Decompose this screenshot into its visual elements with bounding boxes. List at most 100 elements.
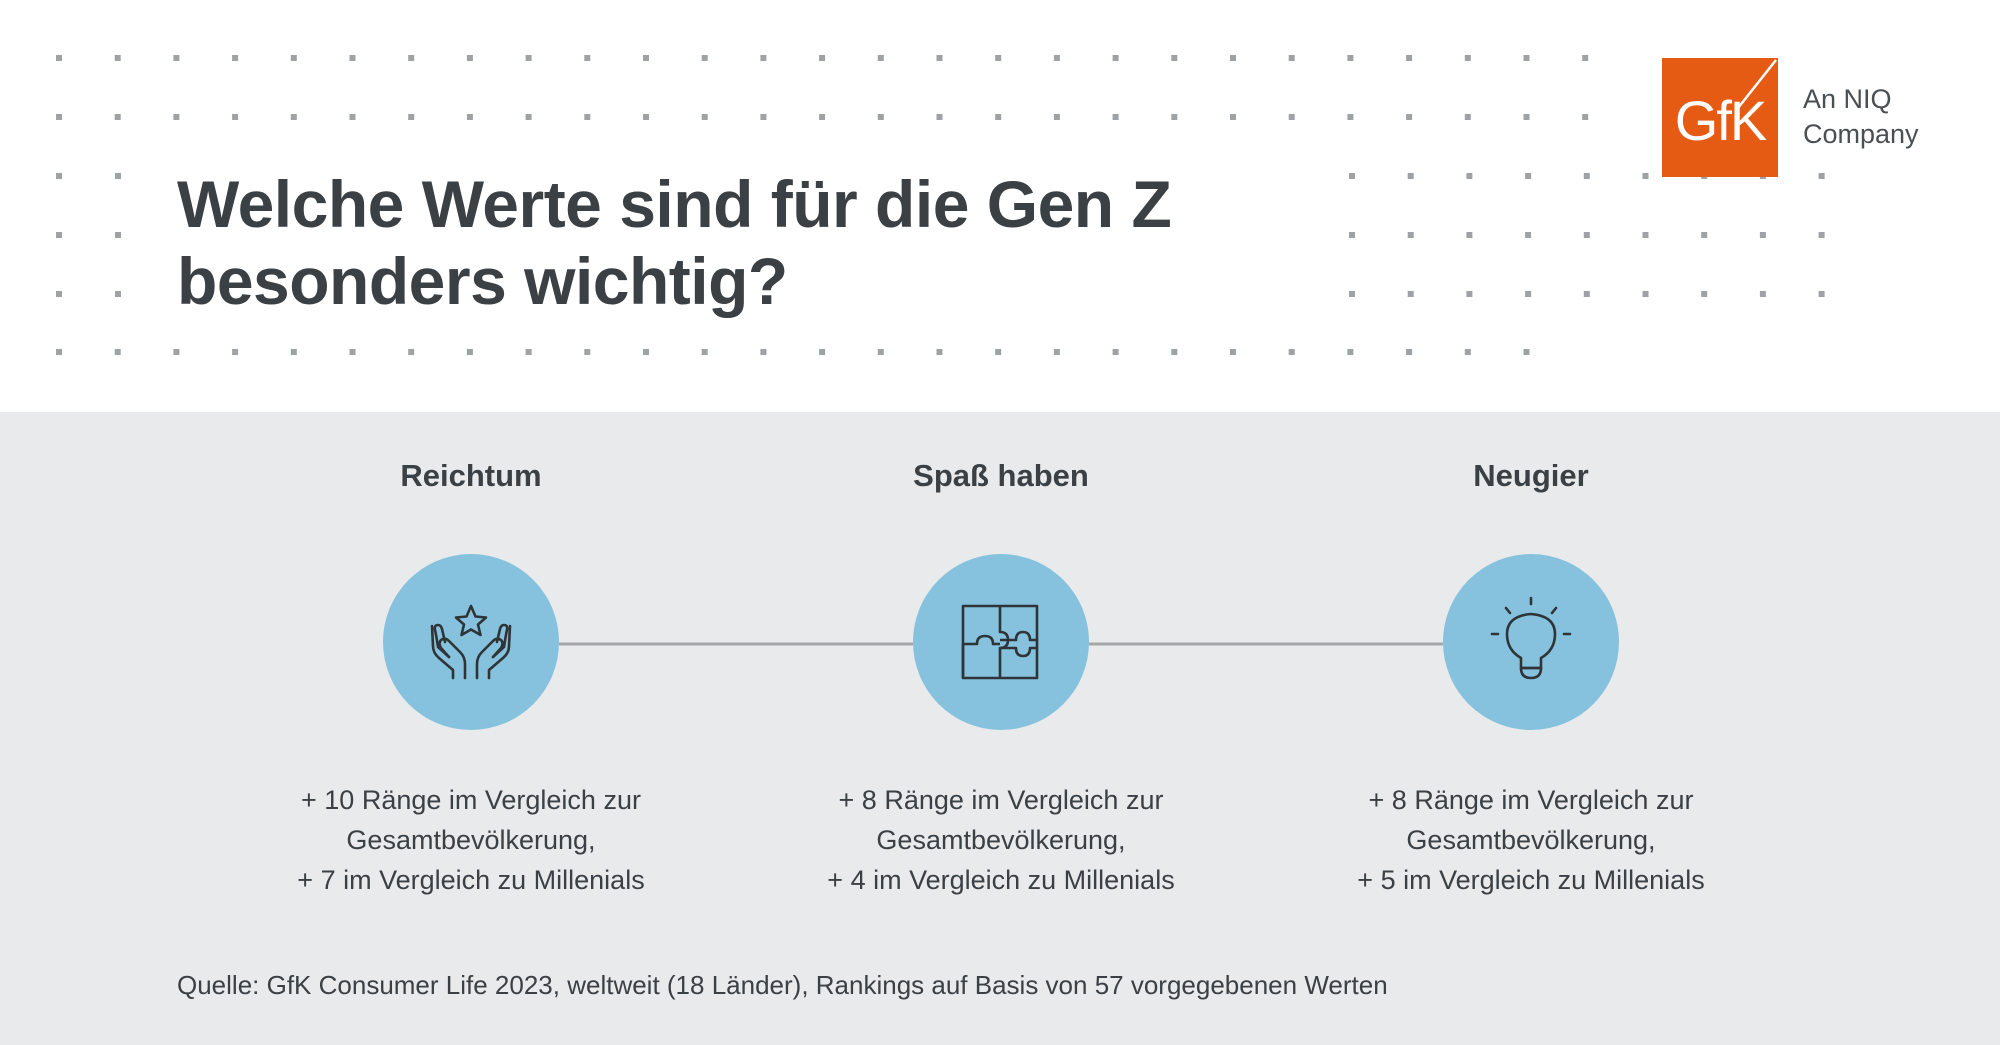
dot	[1171, 114, 1178, 120]
description-line1: + 10 Ränge im Vergleich zur	[301, 785, 641, 815]
dot	[232, 55, 239, 61]
dot	[995, 114, 1002, 120]
dot	[114, 349, 121, 355]
dot	[56, 232, 62, 238]
value-title: Neugier	[1473, 458, 1589, 493]
dot	[995, 55, 1002, 61]
tagline-line1: An NIQ	[1803, 84, 1892, 114]
description-line2: Gesamtbevölkerung,	[1406, 825, 1656, 855]
dot	[114, 114, 121, 120]
dot	[1582, 114, 1589, 120]
dot	[760, 349, 767, 355]
dot	[1347, 55, 1354, 61]
dot	[643, 349, 649, 355]
dot	[1523, 114, 1530, 120]
value-circle	[913, 554, 1089, 730]
dot	[1288, 114, 1295, 120]
dot	[1171, 349, 1178, 355]
dot	[408, 55, 415, 61]
dot	[466, 55, 473, 61]
dot	[1347, 114, 1354, 120]
dot	[466, 349, 473, 355]
dot	[1523, 55, 1530, 61]
dot	[1701, 232, 1708, 238]
dot	[1464, 114, 1471, 120]
dot	[56, 55, 62, 61]
description-line2: Gesamtbevölkerung,	[346, 825, 596, 855]
dot	[701, 349, 708, 355]
dot	[1171, 55, 1178, 61]
dot	[1582, 55, 1589, 61]
description-line3: + 4 im Vergleich zu Millenials	[827, 865, 1175, 895]
dot	[1464, 55, 1471, 61]
dot	[1112, 114, 1119, 120]
dot	[1053, 55, 1060, 61]
dot	[525, 114, 532, 120]
dot	[995, 349, 1002, 355]
dot	[1406, 114, 1413, 120]
dot-pattern	[56, 55, 1825, 355]
dot	[1466, 232, 1473, 238]
dot	[819, 349, 826, 355]
dot	[1818, 232, 1825, 238]
dot	[936, 114, 943, 120]
logo-text: GfK	[1675, 89, 1767, 152]
dot	[1288, 349, 1295, 355]
dot	[525, 55, 532, 61]
dot	[1349, 232, 1355, 238]
dot	[877, 55, 884, 61]
dot	[1759, 232, 1766, 238]
dot	[819, 114, 826, 120]
dot	[1407, 232, 1414, 238]
dot	[1288, 55, 1295, 61]
dot	[1407, 291, 1414, 297]
dot	[56, 349, 62, 355]
dot	[114, 55, 121, 61]
dot	[1053, 114, 1060, 120]
dot	[1583, 173, 1590, 179]
value-title: Reichtum	[400, 458, 542, 493]
dot	[1818, 173, 1825, 179]
hands-star-icon	[430, 604, 512, 680]
description-line1: + 8 Ränge im Vergleich zur	[1368, 785, 1694, 815]
dot	[1112, 349, 1119, 355]
value-description: + 10 Ränge im Vergleich zur Gesamtbevölk…	[201, 780, 741, 900]
dot	[936, 349, 943, 355]
dot	[56, 291, 62, 297]
dot	[349, 114, 356, 120]
dot	[936, 55, 943, 61]
dot	[290, 114, 297, 120]
dot	[290, 55, 297, 61]
value-circle	[1443, 554, 1619, 730]
description-line2: Gesamtbevölkerung,	[876, 825, 1126, 855]
dot	[1407, 173, 1414, 179]
dot	[1818, 291, 1825, 297]
dot	[643, 114, 649, 120]
dot	[115, 291, 121, 297]
dot	[1466, 173, 1473, 179]
dot	[1349, 173, 1355, 179]
value-description: + 8 Ränge im Vergleich zur Gesamtbevölke…	[1261, 780, 1801, 900]
dot	[760, 55, 767, 61]
dot	[1464, 349, 1471, 355]
header-area: Welche Werte sind für die Gen Z besonder…	[0, 0, 2000, 412]
dot	[1525, 232, 1532, 238]
dot	[701, 114, 708, 120]
dot	[877, 114, 884, 120]
dot	[408, 114, 415, 120]
dot	[408, 349, 415, 355]
dot	[1349, 291, 1355, 297]
dot	[525, 349, 532, 355]
dot	[115, 173, 121, 179]
dot	[232, 114, 239, 120]
dot	[1053, 349, 1060, 355]
dot	[1642, 232, 1649, 238]
dot	[643, 55, 649, 61]
dot	[1642, 291, 1649, 297]
dot	[1230, 349, 1236, 355]
dot	[56, 114, 62, 120]
dot	[1406, 55, 1413, 61]
dot	[819, 55, 826, 61]
value-description: + 8 Ränge im Vergleich zur Gesamtbevölke…	[731, 780, 1271, 900]
source-note: Quelle: GfK Consumer Life 2023, weltweit…	[177, 970, 1388, 1000]
